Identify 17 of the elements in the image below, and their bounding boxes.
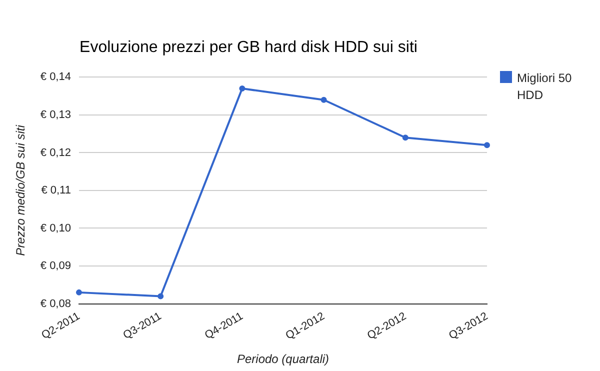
chart-title: Evoluzione prezzi per GB hard disk HDD sui siti — [80, 39, 418, 56]
y-tick-label: € 0,12 — [40, 146, 71, 159]
y-tick-label: € 0,13 — [40, 108, 71, 121]
point — [76, 289, 82, 296]
legend-label: Migliori 50 HDD — [517, 70, 573, 104]
point — [158, 293, 164, 300]
point — [320, 96, 327, 103]
y-tick-label: € 0,09 — [40, 260, 71, 272]
point — [402, 134, 408, 141]
y-axis-title: Prezzo medio/GB sui siti — [14, 124, 28, 256]
y-tick-label: € 0,10 — [40, 222, 71, 234]
y-tick-label: € 0,08 — [40, 298, 71, 310]
point — [239, 86, 246, 92]
point — [484, 142, 490, 148]
x-axis-title: Periodo (quartali) — [236, 352, 330, 366]
y-tick-label: € 0,11 — [41, 184, 71, 197]
y-tick-label: € 0,14 — [40, 71, 71, 84]
